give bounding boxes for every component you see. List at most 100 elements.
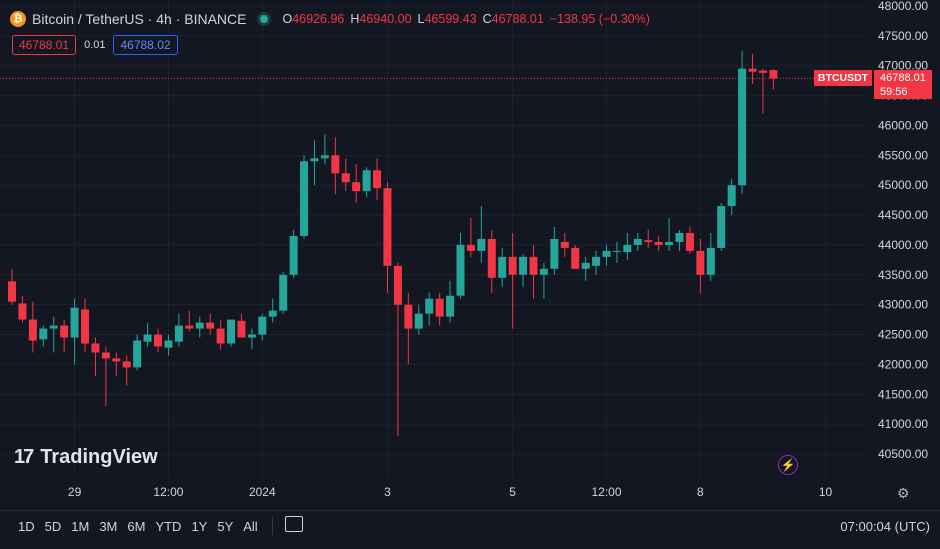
utc-clock[interactable]: 07:00:04 (UTC) [840, 519, 930, 534]
quote-bar: 46788.01 0.01 46788.02 [12, 35, 178, 55]
range-5d-button[interactable]: 5D [44, 519, 62, 534]
range-3m-button[interactable]: 3M [99, 519, 118, 534]
symbol-price-label: BTCUSDT [814, 70, 872, 86]
time-tick-label: 2024 [249, 485, 276, 499]
candle-body [477, 238, 486, 251]
candle [49, 316, 58, 353]
candle [174, 313, 183, 347]
gear-icon[interactable]: ⚙ [897, 485, 910, 501]
range-1m-button[interactable]: 1M [71, 519, 90, 534]
candle [227, 319, 236, 347]
time-tick-label: 10 [819, 485, 833, 499]
candle [300, 155, 309, 239]
sell-price-button[interactable]: 46788.01 [12, 35, 77, 55]
time-tick-label: 12:00 [153, 485, 183, 499]
time-tick-label: 29 [68, 485, 82, 499]
candles-layer [8, 50, 778, 437]
candle [581, 256, 590, 281]
range-all-button[interactable]: All [243, 519, 258, 534]
candle-body [362, 170, 371, 192]
candle [289, 230, 298, 278]
candle-body [456, 244, 465, 296]
price-tick-label: 43000.00 [878, 298, 928, 312]
price-tick-label: 48000.00 [878, 0, 928, 13]
candle-body [81, 309, 90, 344]
candle-body [28, 319, 37, 341]
candle-body [320, 155, 329, 159]
lightning-icon[interactable]: ⚡ [778, 455, 798, 475]
candle-body [508, 256, 517, 275]
candle [8, 268, 16, 305]
candle-body [571, 247, 580, 269]
candle-body [174, 325, 183, 342]
symbol-title[interactable]: Bitcoin / TetherUS · 4h · BINANCE [32, 11, 247, 27]
candle [362, 167, 371, 198]
tradingview-logo[interactable]: 17 TradingView [14, 446, 158, 469]
candle [112, 352, 121, 377]
candle-body [560, 241, 569, 248]
candle-body [247, 334, 256, 338]
candle [738, 50, 747, 195]
candle [466, 218, 475, 257]
candle-body [550, 238, 559, 269]
range-ytd-button[interactable]: YTD [155, 519, 182, 534]
candle-body [154, 334, 163, 347]
range-1y-button[interactable]: 1Y [191, 519, 208, 534]
range-6m-button[interactable]: 6M [127, 519, 146, 534]
candle [644, 230, 653, 248]
candle-body [133, 340, 142, 368]
candle-body [758, 70, 767, 73]
candle-body [70, 307, 79, 338]
candle [456, 232, 465, 299]
candle [185, 310, 194, 332]
candle-body [268, 310, 277, 317]
candle-body [352, 182, 361, 192]
candle-body [425, 298, 434, 314]
candle-body [633, 238, 642, 245]
symbol-header: ₿ Bitcoin / TetherUS · 4h · BINANCE O469… [10, 10, 650, 28]
candle-body [383, 188, 392, 266]
low-label: L [417, 12, 425, 26]
candle-body [727, 185, 736, 207]
price-tick-label: 44500.00 [878, 208, 928, 222]
candle-body [237, 320, 246, 338]
candle-body [717, 206, 726, 248]
candle-body [592, 256, 601, 266]
candle [195, 316, 204, 338]
candle [633, 232, 642, 251]
time-axis[interactable]: 29 12:00 2024 3 5 12:00 8 10 [68, 485, 833, 499]
candle [206, 313, 215, 335]
candle [393, 262, 402, 437]
buy-price-button[interactable]: 46788.02 [113, 35, 178, 55]
candle [435, 292, 444, 326]
price-tick-label: 41500.00 [878, 387, 928, 401]
candle-body [185, 325, 194, 329]
candle [675, 230, 684, 251]
candle-body [498, 256, 507, 278]
candle-body [279, 274, 288, 311]
candle [122, 355, 131, 386]
logo-text: TradingView [40, 446, 158, 468]
candle-body [487, 238, 496, 278]
range-5y-button[interactable]: 5Y [217, 519, 234, 534]
bar-countdown: 59:56 [880, 85, 908, 98]
price-tick-label: 42500.00 [878, 328, 928, 342]
candle [341, 158, 350, 192]
price-tick-label: 46000.00 [878, 118, 928, 132]
candle [717, 203, 726, 251]
candle-body [341, 173, 350, 183]
tradingview-logo-icon: 17 [14, 446, 34, 468]
time-tick-label: 12:00 [591, 485, 621, 499]
price-tick-label: 47000.00 [878, 59, 928, 73]
candle [550, 227, 559, 275]
candle [18, 295, 27, 323]
current-price-value: 46788.01 [880, 71, 926, 84]
candle [268, 298, 277, 323]
candle [404, 292, 413, 365]
time-tick-label: 8 [697, 485, 704, 499]
candle [81, 298, 90, 353]
calendar-icon[interactable] [285, 516, 303, 532]
change-value: −138.95 (−0.30%) [549, 12, 650, 26]
candle [748, 53, 757, 84]
range-1d-button[interactable]: 1D [18, 519, 35, 534]
